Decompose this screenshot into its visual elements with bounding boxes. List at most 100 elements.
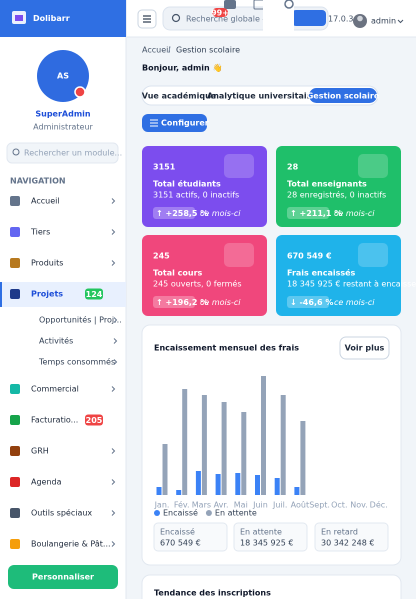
nav-chevron xyxy=(111,541,116,547)
summary-value: 18 345 925 € xyxy=(240,539,293,548)
x-tick-label: Jan. xyxy=(154,501,170,510)
x-tick-label: Déc. xyxy=(370,500,388,510)
summary-label: Encaissé xyxy=(160,527,195,537)
nav-item[interactable]: Accueil xyxy=(31,197,60,206)
nav-subitem[interactable]: Activités xyxy=(39,336,73,346)
stat-period: ce mois-ci xyxy=(334,298,375,307)
stat-detail: 245 ouverts, 0 fermés xyxy=(153,279,242,289)
bar xyxy=(201,395,207,495)
customize-button[interactable] xyxy=(8,565,118,589)
nav-item[interactable]: Agenda xyxy=(31,478,62,487)
see-more-button[interactable] xyxy=(339,336,390,360)
brand-name: Dolibarr xyxy=(33,14,70,23)
bar xyxy=(300,421,306,495)
brand-logo-inner xyxy=(15,15,23,21)
x-tick-label: Nov. xyxy=(350,501,368,510)
stat-change-pill xyxy=(287,296,329,308)
summary-value: 30 342 248 € xyxy=(321,539,374,548)
tab[interactable]: Analytique universitaire xyxy=(207,92,317,101)
tab[interactable]: Vue académique xyxy=(142,91,217,101)
stat-value: 245 xyxy=(153,252,170,261)
bar xyxy=(215,474,221,495)
user-avatar-head xyxy=(357,15,363,22)
nav-subitem[interactable]: Temps consommés xyxy=(38,357,115,367)
nav-chevron xyxy=(111,229,116,235)
stat-card xyxy=(142,146,267,227)
summary-box xyxy=(314,522,389,552)
stat-card xyxy=(142,235,267,316)
nav-item[interactable]: Outils spéciaux xyxy=(31,508,92,518)
version: 17.0.3 xyxy=(328,15,353,24)
messages-icon[interactable] xyxy=(224,0,236,9)
bar xyxy=(294,487,300,495)
stat-change-pill xyxy=(287,207,329,219)
x-tick-label: Sept. xyxy=(309,501,330,510)
x-tick-label: Avr. xyxy=(214,501,229,510)
overlay-block xyxy=(263,0,294,33)
nav-item[interactable]: Facturatio... xyxy=(31,416,78,425)
x-tick-label: Juil. xyxy=(272,501,287,510)
module-search-placeholder: Rechercher un module... xyxy=(24,149,122,158)
global-search-placeholder: Recherche globale - xyxy=(186,15,265,24)
legend-swatch xyxy=(205,510,212,516)
nav-chevron xyxy=(113,359,118,365)
nav-subitem[interactable]: Opportunités | Proj... xyxy=(39,315,122,325)
configure-icon xyxy=(150,119,158,127)
nav-chevron xyxy=(111,510,116,516)
legend-label: Encaissé xyxy=(163,508,198,518)
chart: Jan. Fév. Mars Avr. Mai Juin Juil. Août Sept. Oct… xyxy=(154,376,388,518)
user-role: Administrateur xyxy=(33,123,93,132)
settings-icon[interactable] xyxy=(284,0,294,9)
module-search[interactable] xyxy=(6,142,119,164)
summary-label: En attente xyxy=(240,528,282,537)
nav-chevron xyxy=(113,317,118,323)
summary-box xyxy=(233,522,308,552)
stat-label: Total étudiants xyxy=(153,179,221,189)
nav-item[interactable]: GRH xyxy=(31,447,49,456)
bar xyxy=(221,402,227,495)
breadcrumb-sep: / xyxy=(168,46,171,55)
nav-icon xyxy=(10,477,20,487)
menu-icon xyxy=(143,15,151,23)
configure-button[interactable] xyxy=(142,114,207,132)
x-tick-label: Août xyxy=(291,501,309,510)
nav-item[interactable]: Commercial xyxy=(31,385,79,394)
stat-label: Frais encaissés xyxy=(287,268,356,278)
x-tick-label: Mars xyxy=(192,501,211,510)
stat-change: ↑ +196,2 % xyxy=(156,298,208,307)
bar xyxy=(195,471,201,495)
breadcrumb-home[interactable]: Accueil xyxy=(142,46,171,55)
nav-chevron xyxy=(111,479,116,485)
stat-label: Total enseignants xyxy=(287,180,367,189)
stat-period: ce mois-ci xyxy=(200,209,241,218)
nav-item[interactable]: Produits xyxy=(31,259,63,268)
nav-item[interactable]: Tiers xyxy=(30,228,50,237)
nav-chevron xyxy=(113,338,118,344)
nav-item[interactable]: Boulangerie & Pât... xyxy=(31,540,111,549)
x-tick-label: Mai xyxy=(234,501,248,510)
bar xyxy=(241,412,247,495)
stat-card-icon xyxy=(358,154,388,178)
chart-title: Encaissement mensuel des frais xyxy=(154,344,299,353)
legend-label: En attente xyxy=(215,509,257,518)
stat-value: 3151 xyxy=(153,163,176,172)
tab[interactable]: Gestion scolaire xyxy=(307,92,380,101)
bar xyxy=(182,389,188,495)
user-caret xyxy=(397,19,404,24)
nav-active-bar xyxy=(0,282,2,307)
nav-item[interactable]: Projets xyxy=(31,290,63,299)
bar xyxy=(235,473,241,495)
nav-badge-count: 205 xyxy=(86,416,103,425)
avatar-status xyxy=(74,86,86,98)
nav-icon xyxy=(10,508,20,518)
search-submit[interactable] xyxy=(292,10,326,26)
stat-period: ce mois-ci xyxy=(200,298,241,307)
see-more-label: Voir plus xyxy=(345,344,385,353)
bar xyxy=(274,478,280,495)
bar xyxy=(156,487,162,495)
bar xyxy=(261,376,266,495)
nav-active-bg xyxy=(0,282,126,307)
user-menu[interactable]: admin xyxy=(371,17,396,26)
bar xyxy=(162,444,168,495)
